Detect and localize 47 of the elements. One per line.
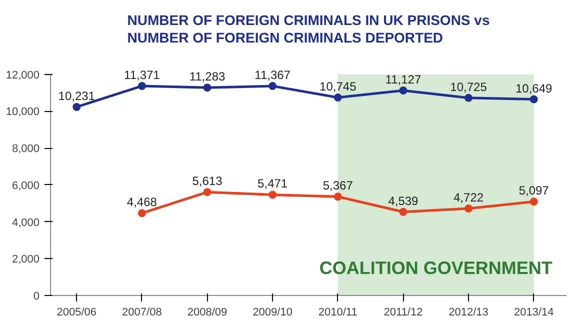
point <box>464 94 473 102</box>
data-label: 10,745 <box>320 80 357 94</box>
point <box>268 190 277 199</box>
point <box>334 192 342 201</box>
point <box>399 86 408 94</box>
point <box>464 204 473 212</box>
x-tick-label: 2013/14 <box>514 306 554 318</box>
data-label: 10,231 <box>58 88 96 103</box>
x-tick-label: 2009/10 <box>252 306 292 318</box>
data-label: 5,097 <box>518 184 550 198</box>
y-tick-label: 12,000 <box>6 69 40 82</box>
x-tick-label: 2011/12 <box>384 306 423 318</box>
point <box>334 94 342 102</box>
point <box>399 208 408 216</box>
data-label: 4,468 <box>126 195 158 210</box>
point <box>138 82 146 90</box>
band-label: COALITION GOVERNMENT <box>319 258 552 278</box>
point <box>268 82 277 90</box>
y-tick-label: 6,000 <box>12 180 40 192</box>
x-tick-label: 2012/13 <box>448 306 488 318</box>
data-label: 5,613 <box>192 174 223 188</box>
chart-title: NUMBER OF FOREIGN CRIMINALS IN UK PRISONS vs NUMBER OF FOREIGN CRIMINALS DEPORTED <box>127 12 490 46</box>
x-tick-label: 2010/11 <box>318 306 358 318</box>
y-tick-label: 0 <box>33 290 40 302</box>
y-tick-label: 8,000 <box>12 143 40 156</box>
y-tick-label: 4,000 <box>12 216 40 229</box>
data-label: 5,367 <box>322 178 354 193</box>
data-label: 11,127 <box>385 72 422 86</box>
data-label: 11,367 <box>254 68 291 82</box>
data-label: 11,371 <box>124 68 160 82</box>
x-tick-label: 2005/06 <box>56 306 97 318</box>
point <box>530 95 538 104</box>
data-label: 4,539 <box>388 194 419 208</box>
point <box>203 188 212 196</box>
point <box>203 84 212 92</box>
point <box>138 209 146 218</box>
data-label: 10,725 <box>450 80 488 94</box>
data-label: 4,722 <box>454 190 484 204</box>
y-tick-label: 2,000 <box>12 254 40 266</box>
point <box>72 103 81 111</box>
y-tick-label: 10,000 <box>6 106 40 118</box>
x-tick-label: 2008/09 <box>187 306 228 318</box>
point <box>530 198 538 206</box>
x-tick-label: 2007/08 <box>122 306 162 318</box>
data-label: 11,283 <box>189 70 226 84</box>
data-label: 10,649 <box>515 81 553 96</box>
data-label: 5,471 <box>258 176 288 191</box>
